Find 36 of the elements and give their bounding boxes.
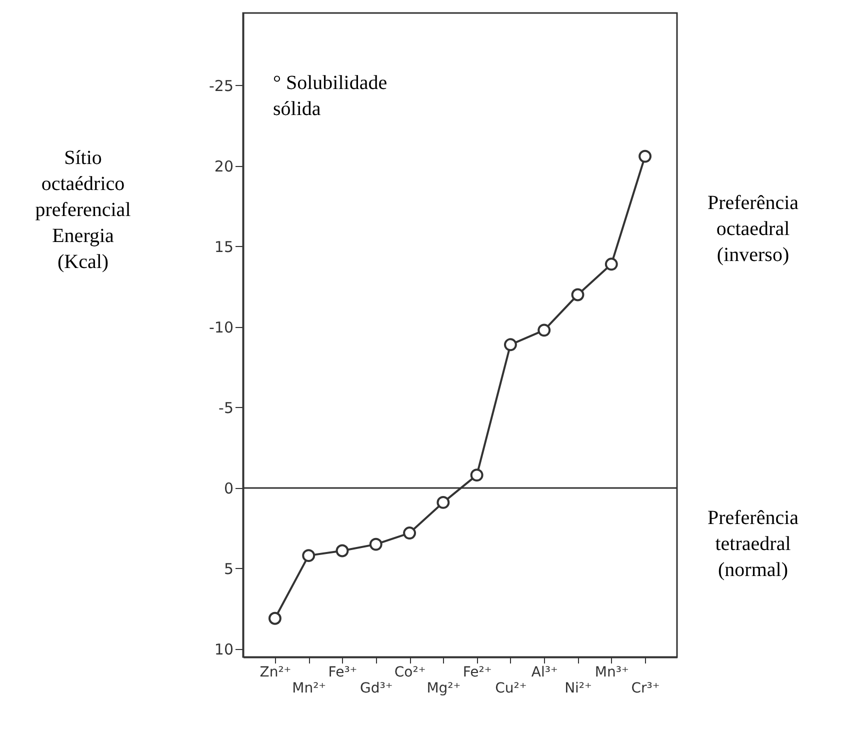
x-tick-label: Co²⁺ [394,664,426,680]
text: Preferência octaedral (inverso) [707,192,799,266]
point [571,288,584,302]
y-tick-label: 5 [224,560,234,578]
y-tick-label: -25 [209,76,234,95]
point [638,150,652,163]
text: Preferência tetraedral (normal) [707,507,799,581]
x-tick-label: Gd³⁺ [360,680,393,696]
x-tick-label: Mn²⁺ [292,680,326,696]
point [470,468,484,482]
x-tick-label: Cr³⁺ [631,680,660,696]
point [436,496,450,509]
point [604,258,618,271]
y-tick-label: -5 [218,398,234,417]
y-tick-label: 0 [224,479,234,498]
x-tick-label: Ni²⁺ [564,680,592,696]
annotation: ° Solubilidade sólida [273,72,388,120]
x-tick-label: Mn³⁺ [594,664,629,680]
x-tick-label: Cu²⁺ [495,680,527,696]
point [504,338,517,352]
y-tick-label: 15 [214,238,234,256]
x-tick-label: Fe³⁺ [328,664,358,680]
point [268,612,282,625]
point [538,324,551,337]
point [403,526,416,540]
point [369,538,382,551]
point [302,549,316,562]
x-tick-label: Zn²⁺ [260,664,292,680]
point [336,544,349,558]
y-tick-label: 10 [214,640,234,658]
y-axis-title: Sítio octaédrico preferencial Energia (Kcal) [35,147,132,273]
y-tick-label: 20 [214,157,234,176]
y-tick-label: -10 [209,318,234,336]
x-tick-label: Fe²⁺ [462,664,492,680]
x-tick-label: Mg²⁺ [426,680,461,696]
x-tick-label: Al³⁺ [531,664,558,680]
